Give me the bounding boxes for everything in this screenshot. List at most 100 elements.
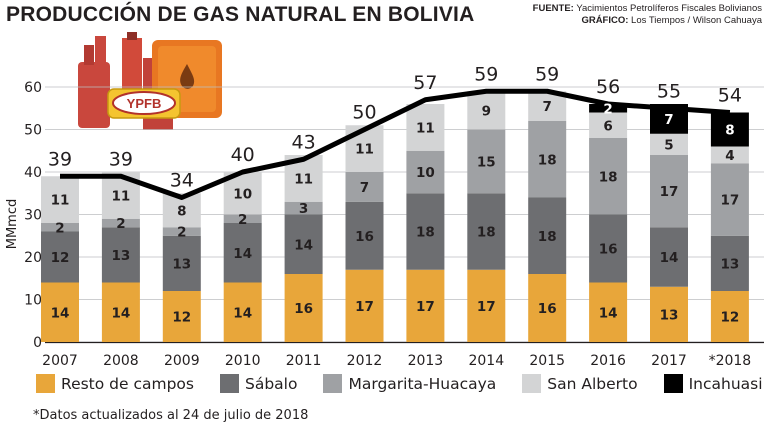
bar-value-label: 7 (542, 99, 551, 115)
legend: Resto de campos Sábalo Margarita-Huacaya Sa… (36, 374, 770, 393)
total-label: 59 (474, 63, 498, 85)
bar-value-label: 11 (51, 193, 70, 209)
bar-value-label: 13 (172, 256, 191, 272)
bar-value-label: 13 (112, 248, 131, 264)
bar-value-label: 18 (477, 225, 496, 241)
bar-value-label: 3 (299, 201, 308, 217)
total-label: 57 (413, 72, 437, 94)
y-axis: 0 10 20 30 40 50 60 2007 2008 2009 2010 2011 2012 201… (24, 80, 764, 369)
bar-value-label: 2 (177, 225, 186, 241)
x-tick-label: 2016 (590, 353, 626, 369)
legend-label: San Alberto (547, 374, 638, 393)
bar-value-label: 14 (660, 250, 679, 266)
bar-value-label: 18 (416, 225, 435, 241)
legend-swatch (663, 374, 683, 393)
source-line: FUENTE: Yacimientos Petrolíferos Fiscale… (533, 3, 762, 15)
bar-value-label: 2 (116, 216, 125, 232)
x-tick-label: *2018 (709, 353, 752, 369)
bar-segment (41, 223, 79, 232)
bar-segment (162, 291, 201, 342)
total-line-path (60, 88, 731, 200)
x-tick-label: 2017 (651, 353, 687, 369)
total-label: 50 (352, 102, 376, 124)
legend-swatch (36, 374, 55, 393)
credits: FUENTE: Yacimientos Petrolíferos Fiscale… (533, 3, 762, 27)
bar-value-label: 17 (416, 299, 435, 315)
bar-segment (162, 235, 201, 291)
y-tick-label: 20 (24, 250, 42, 266)
bar-segment (406, 150, 445, 194)
bar-segment (710, 235, 749, 291)
bar-value-label: 10 (233, 186, 252, 202)
bar-segment (284, 274, 323, 342)
legend-label: Margarita-Huacaya (348, 374, 497, 393)
bar-value-label: 16 (599, 242, 618, 258)
y-tick-label: 50 (24, 123, 42, 139)
bar-value-label: 2 (238, 212, 247, 228)
bar-segment (41, 231, 79, 283)
bar-segment (284, 214, 323, 274)
bar-segment (101, 227, 140, 283)
bar-value-label: 13 (660, 307, 679, 323)
bar-segment (650, 286, 688, 342)
bar-segment (467, 269, 506, 342)
y-tick-label: 40 (24, 165, 42, 181)
total-label: 40 (231, 144, 255, 166)
bar-segment (162, 227, 201, 236)
bar-segment (589, 138, 628, 215)
x-tick-label: 2015 (529, 353, 565, 369)
legend-swatch (220, 374, 239, 393)
bar-segment (528, 274, 567, 342)
graphic-label: GRÁFICO: (581, 15, 629, 26)
legend-item: Resto de campos (36, 374, 194, 393)
y-tick-label: 30 (24, 208, 42, 224)
legend-item: Sábalo (220, 374, 297, 393)
bar-segment (284, 201, 323, 215)
bar-value-label: 7 (360, 180, 369, 196)
bar-value-label: 9 (482, 103, 491, 119)
bar-value-label: 14 (51, 305, 70, 321)
bar-segment (710, 112, 749, 147)
bar-segment (589, 214, 628, 283)
logo-text: YPFB (127, 96, 162, 111)
bar-value-label: 12 (721, 310, 740, 326)
bar-segment (41, 282, 79, 342)
bars (41, 91, 749, 342)
x-tick-label: 2012 (347, 353, 383, 369)
bar-value-label: 18 (538, 229, 557, 245)
bar-value-label: 2 (603, 101, 612, 117)
bar-segment (589, 104, 628, 113)
page-title: PRODUCCIÓN DE GAS NATURAL EN BOLIVIA (6, 3, 475, 26)
y-tick-label: 60 (24, 80, 42, 96)
bar-value-label: 17 (721, 193, 740, 209)
bar-segment (710, 163, 749, 236)
bar-value-label: 15 (477, 154, 496, 170)
total-label: 56 (596, 76, 620, 98)
total-label: 34 (170, 170, 194, 192)
bar-segment (101, 218, 140, 228)
footnote: *Datos actualizados al 24 de julio de 20… (33, 408, 309, 423)
bar-value-label: 14 (233, 305, 252, 321)
bar-segment (41, 176, 79, 223)
x-tick-label: 2007 (42, 353, 78, 369)
bar-value-label: 8 (725, 123, 734, 139)
bar-value-label: 4 (725, 148, 734, 164)
bar-segment (345, 201, 384, 270)
legend-swatch (323, 374, 343, 393)
bar-value-label: 14 (112, 305, 131, 321)
bar-segment (223, 214, 262, 223)
bar-value-label: 5 (664, 137, 673, 153)
bar-value-label: 6 (603, 118, 612, 134)
bar-segment (650, 155, 688, 228)
bar-segment (650, 133, 688, 155)
legend-swatch (522, 374, 542, 393)
bar-value-label: 14 (599, 305, 618, 321)
bar-value-label: 11 (416, 120, 435, 136)
total-line (60, 88, 731, 200)
graphic-text: Los Tiempos / Wilson Cahuaya (631, 15, 762, 26)
bar-segment (345, 172, 384, 202)
bar-segment (223, 282, 262, 342)
bar-value-label: 8 (177, 203, 186, 219)
bar-segment (101, 282, 140, 342)
